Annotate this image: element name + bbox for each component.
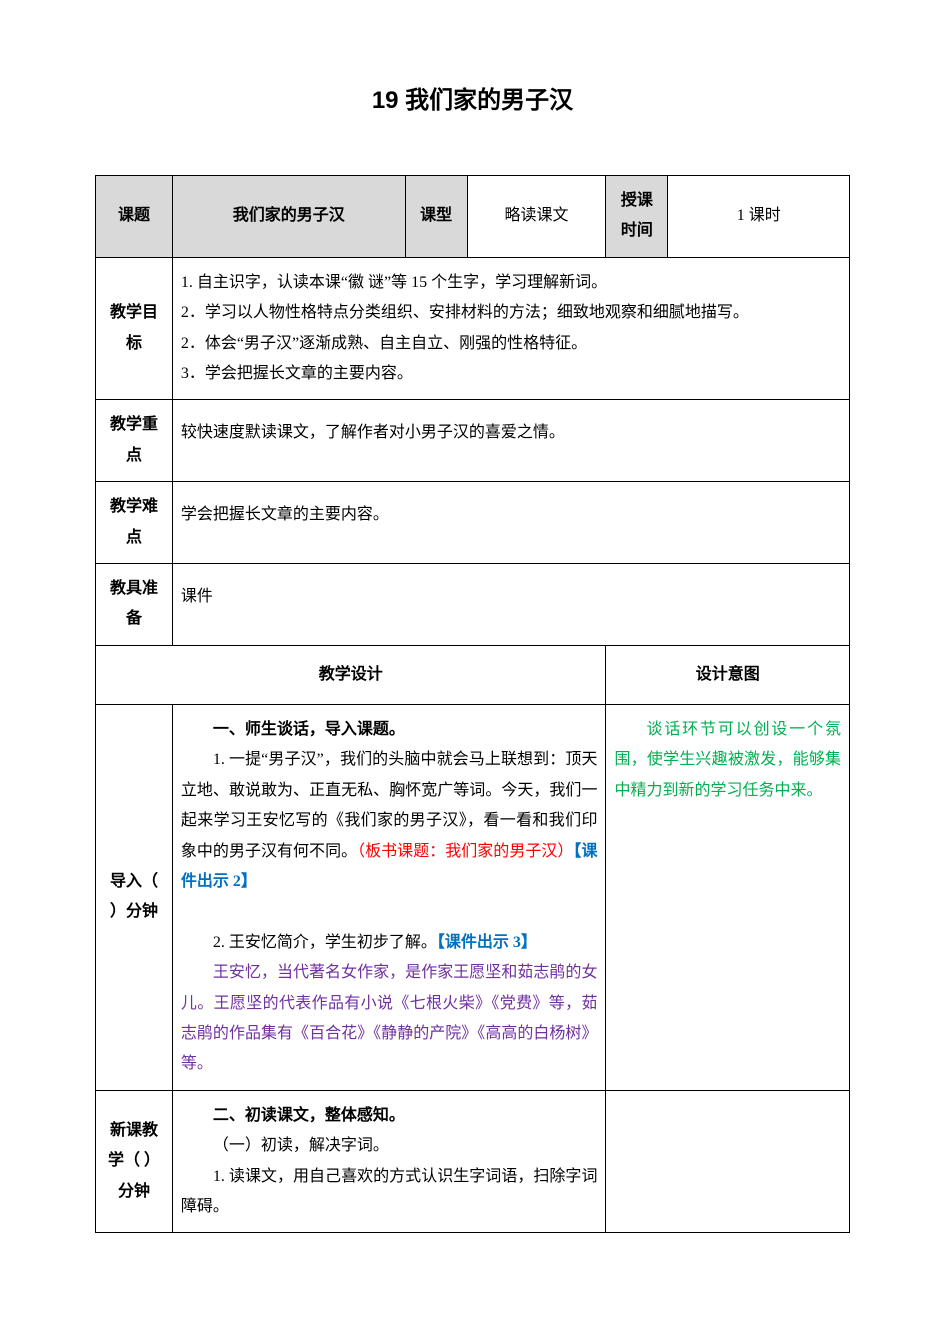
goals-l2: 2．学习以人物性格特点分类组织、安排材料的方法；细致地观察和细腻地描写。	[181, 298, 841, 328]
intro-p2-text: 2. 王安忆简介，学生初步了解。	[213, 934, 437, 951]
newlesson-content: 二、初读课文，整体感知。 （一）初读，解决字词。 1. 读课文，用自己喜欢的方式…	[172, 1090, 606, 1233]
intro-row: 导入（ ）分钟 一、师生谈话，导入课题。 1. 一提“男子汉”，我们的头脑中就会…	[96, 705, 850, 1091]
intro-content: 一、师生谈话，导入课题。 1. 一提“男子汉”，我们的头脑中就会马上联想到：顶天…	[172, 705, 606, 1091]
difficulty-row: 教学难点 学会把握长文章的主要内容。	[96, 482, 850, 564]
newlesson-sub: （一）初读，解决字词。	[181, 1131, 598, 1161]
newlesson-p1: 1. 读课文，用自己喜欢的方式认识生字词语，扫除字词障碍。	[181, 1162, 598, 1223]
intro-intent: 谈话环节可以创设一个氛围，使学生兴趣被激发，能够集中精力到新的学习任务中来。	[606, 705, 850, 1091]
intro-p1-red: （板书课题：我们家的男子汉）	[357, 843, 573, 860]
hdr-type-label: 课型	[405, 176, 467, 258]
hdr-time-value: 1 课时	[668, 176, 850, 258]
materials-label: 教具准备	[96, 563, 173, 645]
goals-content: 1. 自主识字，认读本课“徽 谜”等 15 个生字，学习理解新词。 2．学习以人…	[172, 257, 849, 400]
newlesson-title: 二、初读课文，整体感知。	[181, 1101, 598, 1131]
header-row: 课题 我们家的男子汉 课型 略读课文 授课时间 1 课时	[96, 176, 850, 258]
design-right: 设计意图	[606, 645, 850, 704]
hdr-type-value: 略读课文	[467, 176, 606, 258]
intro-title: 一、师生谈话，导入课题。	[181, 715, 598, 745]
difficulty-content: 学会把握长文章的主要内容。	[172, 482, 849, 564]
intro-label: 导入（ ）分钟	[96, 705, 173, 1091]
focus-content: 较快速度默读课文，了解作者对小男子汉的喜爱之情。	[172, 400, 849, 482]
intro-p3: 王安忆，当代著名女作家，是作家王愿坚和茹志鹃的女儿。王愿坚的代表作品有小说《七根…	[181, 958, 598, 1080]
focus-row: 教学重点 较快速度默读课文，了解作者对小男子汉的喜爱之情。	[96, 400, 850, 482]
design-header-row: 教学设计 设计意图	[96, 645, 850, 704]
goals-l1: 1. 自主识字，认读本课“徽 谜”等 15 个生字，学习理解新词。	[181, 268, 841, 298]
newlesson-row: 新课教学（ ）分钟 二、初读课文，整体感知。 （一）初读，解决字词。 1. 读课…	[96, 1090, 850, 1233]
goals-label: 教学目标	[96, 257, 173, 400]
goals-l3: 2．体会“男子汉”逐渐成熟、自主自立、刚强的性格特征。	[181, 329, 841, 359]
hdr-time-label: 授课时间	[606, 176, 668, 258]
hdr-topic-value: 我们家的男子汉	[172, 176, 405, 258]
intro-p2-blue: 【课件出示 3】	[437, 934, 537, 951]
lesson-plan-table: 课题 我们家的男子汉 课型 略读课文 授课时间 1 课时 教学目标 1. 自主识…	[95, 175, 850, 1233]
goals-row: 教学目标 1. 自主识字，认读本课“徽 谜”等 15 个生字，学习理解新词。 2…	[96, 257, 850, 400]
materials-row: 教具准备 课件	[96, 563, 850, 645]
newlesson-intent	[606, 1090, 850, 1233]
focus-label: 教学重点	[96, 400, 173, 482]
intro-p1: 1. 一提“男子汉”，我们的头脑中就会马上联想到：顶天立地、敢说敢为、正直无私、…	[181, 745, 598, 897]
newlesson-label: 新课教学（ ）分钟	[96, 1090, 173, 1233]
intro-p2: 2. 王安忆简介，学生初步了解。【课件出示 3】	[181, 928, 598, 958]
intro-gap	[181, 897, 598, 927]
goals-l4: 3．学会把握长文章的主要内容。	[181, 359, 841, 389]
materials-content: 课件	[172, 563, 849, 645]
design-left: 教学设计	[96, 645, 606, 704]
difficulty-label: 教学难点	[96, 482, 173, 564]
hdr-topic-label: 课题	[96, 176, 173, 258]
doc-title: 19 我们家的男子汉	[95, 80, 850, 115]
